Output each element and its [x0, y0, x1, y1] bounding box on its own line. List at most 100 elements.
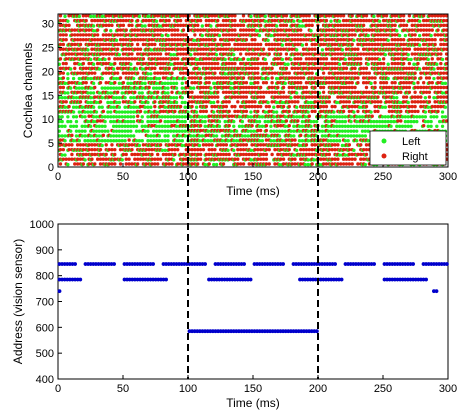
right-event: [347, 23, 352, 28]
left-event: [91, 115, 96, 119]
right-event: [164, 152, 168, 157]
right-event: [218, 47, 223, 51]
left-event: [126, 81, 130, 86]
right-event: [336, 23, 340, 28]
right-event: [216, 100, 220, 104]
right-event: [190, 100, 194, 104]
left-event: [180, 139, 184, 143]
right-event: [250, 28, 254, 32]
right-event: [364, 52, 369, 56]
right-event: [198, 90, 203, 94]
right-event: [281, 162, 286, 166]
right-event: [261, 28, 266, 32]
right-event: [227, 157, 231, 161]
left-event: [357, 115, 362, 119]
left-event: [383, 119, 388, 124]
right-event: [70, 157, 74, 161]
right-event: [87, 71, 91, 75]
right-event: [336, 33, 340, 37]
right-event: [156, 157, 160, 161]
right-event: [427, 95, 432, 99]
left-event: [340, 134, 345, 138]
left-event: [140, 100, 144, 105]
right-event: [439, 37, 443, 42]
right-event: [98, 119, 103, 123]
right-event: [207, 95, 211, 99]
right-event: [384, 85, 389, 90]
right-event: [147, 33, 151, 37]
right-event: [276, 85, 280, 90]
left-event: [172, 129, 176, 133]
left-event: [146, 119, 150, 124]
right-event: [241, 76, 246, 80]
right-event: [244, 28, 249, 32]
right-event: [350, 85, 354, 90]
right-event: [150, 42, 154, 47]
right-event: [444, 100, 449, 104]
left-event: [377, 19, 382, 23]
right-event: [293, 57, 297, 61]
left-event: [163, 139, 167, 143]
right-event: [118, 18, 123, 23]
right-event: [353, 104, 357, 109]
right-event: [187, 76, 191, 80]
left-event: [300, 124, 305, 129]
right-event: [61, 61, 66, 66]
left-event: [89, 100, 93, 105]
right-event: [95, 28, 100, 32]
right-event: [227, 42, 231, 47]
right-event: [278, 124, 283, 128]
right-event: [84, 18, 88, 23]
left-event: [283, 62, 287, 66]
right-event: [273, 57, 277, 61]
right-event: [258, 61, 263, 66]
left-event: [326, 129, 330, 133]
right-event: [210, 76, 214, 80]
right-event: [113, 33, 117, 37]
right-event: [444, 57, 449, 61]
right-event: [58, 138, 63, 142]
left-event: [111, 124, 116, 129]
right-event: [81, 162, 86, 166]
left-event: [106, 139, 110, 143]
right-event: [287, 47, 291, 51]
left-event: [94, 134, 99, 138]
right-event: [373, 90, 377, 94]
right-event: [236, 23, 240, 28]
right-event: [293, 162, 297, 166]
right-event: [221, 162, 226, 166]
right-event: [241, 81, 246, 85]
right-event: [81, 152, 86, 157]
right-event: [341, 23, 346, 28]
left-event: [103, 86, 107, 90]
right-event: [401, 52, 406, 56]
right-event: [196, 95, 200, 99]
right-event: [281, 95, 286, 99]
right-event: [310, 143, 314, 147]
left-event: [280, 129, 285, 133]
right-event: [379, 100, 383, 104]
left-event: [151, 86, 156, 90]
right-event: [270, 23, 274, 28]
right-event: [410, 95, 414, 99]
right-event: [230, 76, 234, 80]
left-event: [120, 91, 124, 95]
right-event: [421, 90, 426, 94]
right-event: [58, 147, 63, 152]
right-event: [287, 71, 291, 75]
right-event: [267, 109, 271, 114]
left-event: [406, 57, 410, 62]
left-event: [111, 119, 116, 124]
right-event: [130, 71, 134, 75]
left-event: [229, 57, 233, 62]
right-event: [264, 138, 269, 142]
right-event: [347, 104, 352, 109]
right-event: [290, 47, 294, 51]
left-event: [440, 57, 445, 62]
right-event: [390, 61, 394, 66]
left-event: [111, 139, 116, 143]
right-event: [264, 128, 269, 133]
left-event: [209, 86, 213, 90]
left-event: [109, 62, 113, 66]
right-event: [118, 33, 123, 37]
